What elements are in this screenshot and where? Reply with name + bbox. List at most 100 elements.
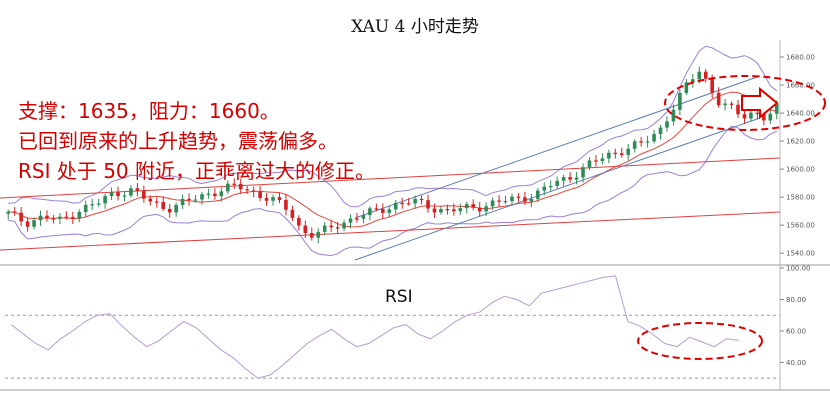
candle-body xyxy=(213,193,217,197)
candle-body xyxy=(322,225,327,232)
candle-body xyxy=(38,215,43,221)
candle-body xyxy=(297,217,301,226)
candle-body xyxy=(245,189,249,191)
rsi-panel-title: RSI xyxy=(385,287,413,307)
price-tick-label: 1640.00 xyxy=(786,110,815,118)
candle-body xyxy=(729,103,734,105)
candle-body xyxy=(342,222,346,229)
candle-body xyxy=(471,204,476,208)
candle-body xyxy=(374,208,379,210)
rsi-tick-label: 60.00 xyxy=(786,327,806,335)
right-arrow-icon xyxy=(741,86,779,120)
candle-body xyxy=(536,190,540,199)
rsi-tick-label: 100.00 xyxy=(786,265,811,273)
candle-body xyxy=(200,194,204,200)
candle-body xyxy=(83,204,88,213)
candle-body xyxy=(523,197,527,202)
candle-body xyxy=(413,198,417,204)
candle-body xyxy=(710,78,714,93)
candle-body xyxy=(464,204,469,209)
candle-body xyxy=(25,221,30,227)
candle-body xyxy=(594,160,598,162)
candle-body xyxy=(142,190,146,199)
candle-body xyxy=(723,103,727,106)
rsi-line xyxy=(10,275,739,379)
candle-body xyxy=(264,198,269,201)
candle-body xyxy=(684,82,689,93)
candle-body xyxy=(232,183,237,185)
candle-body xyxy=(400,202,404,205)
price-tick-label: 1660.00 xyxy=(786,82,815,90)
candle-body xyxy=(45,215,49,219)
candle-body xyxy=(503,201,508,203)
candle-body xyxy=(316,231,321,238)
candle-body xyxy=(381,208,385,213)
candle-body xyxy=(419,198,424,201)
candle-body xyxy=(238,183,243,190)
candle-body xyxy=(309,232,314,238)
candle-body xyxy=(574,177,579,180)
candle-body xyxy=(658,127,663,135)
candle-body xyxy=(51,218,56,220)
candle-body xyxy=(749,112,753,119)
candle-body xyxy=(329,225,333,228)
candle-body xyxy=(32,220,36,227)
candle-body xyxy=(607,152,611,159)
candle-body xyxy=(762,113,766,121)
bollinger-lower-band xyxy=(8,125,777,257)
candle-body xyxy=(568,177,572,180)
candle-body xyxy=(484,206,488,212)
price-tick-label: 1680.00 xyxy=(786,54,815,62)
candle-body xyxy=(490,200,495,207)
candle-body xyxy=(548,185,553,188)
candle-body xyxy=(226,183,230,192)
candle-body xyxy=(116,192,120,197)
candle-body xyxy=(258,191,262,199)
candle-body xyxy=(516,196,521,198)
price-tick-label: 1580.00 xyxy=(786,194,815,202)
candle-body xyxy=(187,198,191,201)
candle-body xyxy=(497,200,501,202)
candle-body xyxy=(432,208,437,213)
annotation-rsi: RSI 处于 50 附近，正乖离过大的修正。 xyxy=(18,159,376,183)
candle-body xyxy=(697,71,702,80)
lower-trend-line-red xyxy=(0,211,781,251)
candle-body xyxy=(678,92,682,110)
candle-body xyxy=(129,188,133,196)
rsi-tick-label: 80.00 xyxy=(786,296,806,304)
candle-body xyxy=(290,209,295,218)
candle-body xyxy=(587,160,592,168)
candle-body xyxy=(77,212,82,219)
highlight-ellipse-rsi xyxy=(637,322,763,360)
candle-body xyxy=(355,218,359,220)
candle-body xyxy=(736,104,740,115)
candle-body xyxy=(387,209,392,213)
highlight-ellipse-price xyxy=(664,75,826,131)
candle-body xyxy=(691,79,695,83)
annotation-support-resistance: 支撑：1635，阻力：1660。 xyxy=(18,99,280,123)
candle-body xyxy=(774,103,779,114)
candle-body xyxy=(368,208,372,216)
candle-body xyxy=(219,191,224,197)
candle-body xyxy=(665,121,669,128)
candle-body xyxy=(626,148,631,155)
candle-body xyxy=(96,203,101,205)
candle-body xyxy=(652,134,656,142)
price-panel: 1540.00 1560.00 1580.00 1600.00 1620.00 1640.… xyxy=(0,40,830,390)
candle-body xyxy=(148,198,153,202)
price-tick-label: 1540.00 xyxy=(786,250,815,258)
candle-body xyxy=(284,199,288,210)
candle-body xyxy=(613,152,618,154)
price-tick-label: 1620.00 xyxy=(786,138,815,146)
candle-body xyxy=(529,198,534,202)
candle-body xyxy=(271,197,275,201)
candle-body xyxy=(12,211,17,213)
candle-body xyxy=(277,197,282,200)
candle-body xyxy=(174,205,178,213)
candle-body xyxy=(671,109,676,122)
candle-body xyxy=(135,188,140,191)
candle-body xyxy=(510,196,514,202)
candle-body xyxy=(64,216,69,218)
price-tick-label: 1560.00 xyxy=(786,222,815,230)
